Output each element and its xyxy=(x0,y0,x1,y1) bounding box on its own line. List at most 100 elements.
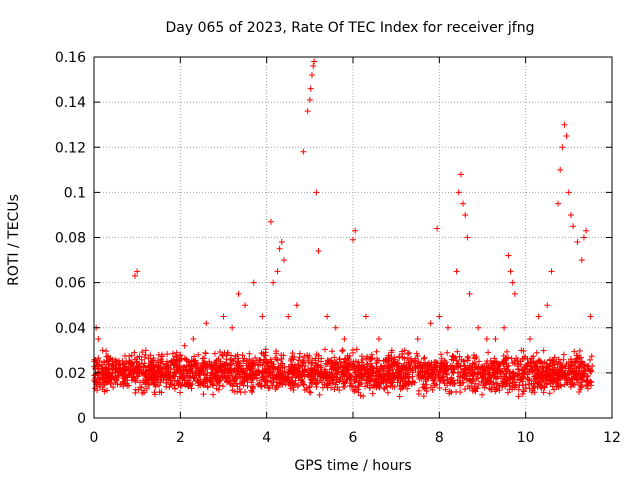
data-point xyxy=(234,359,241,366)
data-point xyxy=(138,360,145,367)
data-point xyxy=(101,359,108,366)
data-point xyxy=(501,373,508,380)
data-point xyxy=(174,357,181,364)
data-point xyxy=(151,370,158,377)
data-point xyxy=(540,389,547,396)
data-point xyxy=(455,189,462,196)
data-point xyxy=(112,356,119,363)
data-point xyxy=(103,348,110,355)
data-point xyxy=(145,355,152,362)
data-point xyxy=(219,383,226,390)
data-point xyxy=(484,358,491,365)
data-point xyxy=(507,268,514,275)
data-point xyxy=(401,374,408,381)
data-point xyxy=(461,366,468,373)
data-point xyxy=(453,363,460,370)
data-point xyxy=(588,353,595,360)
data-point xyxy=(130,365,137,372)
data-point xyxy=(203,320,210,327)
x-tick-label: 4 xyxy=(262,430,271,446)
data-point xyxy=(383,370,390,377)
data-point xyxy=(406,361,413,368)
data-point xyxy=(514,372,521,379)
data-point xyxy=(387,353,394,360)
data-point xyxy=(246,356,253,363)
data-point xyxy=(522,353,529,360)
data-point xyxy=(453,268,460,275)
data-point xyxy=(322,346,329,353)
data-point xyxy=(492,380,499,387)
data-point xyxy=(364,380,371,387)
data-point xyxy=(253,372,260,379)
data-point xyxy=(249,389,256,396)
data-point xyxy=(503,363,510,370)
data-point xyxy=(546,363,553,370)
data-point xyxy=(565,372,572,379)
data-point xyxy=(285,373,292,380)
data-point xyxy=(264,373,271,380)
data-point xyxy=(105,361,112,368)
data-point xyxy=(376,372,383,379)
data-point xyxy=(266,364,273,371)
data-point xyxy=(475,366,482,373)
data-point xyxy=(402,375,409,382)
data-point xyxy=(526,336,533,343)
data-point xyxy=(396,354,403,361)
data-point xyxy=(313,189,320,196)
data-point xyxy=(358,359,365,366)
data-point xyxy=(557,166,564,173)
data-point xyxy=(307,389,314,396)
data-point xyxy=(370,373,377,380)
data-point xyxy=(401,347,408,354)
data-point xyxy=(214,376,221,383)
data-point xyxy=(96,380,103,387)
data-point xyxy=(132,389,139,396)
data-point xyxy=(572,359,579,366)
data-point xyxy=(481,364,488,371)
data-point xyxy=(241,355,248,362)
data-point xyxy=(288,361,295,368)
data-point xyxy=(264,378,271,385)
data-point xyxy=(373,348,380,355)
data-point xyxy=(559,144,566,151)
data-point xyxy=(464,383,471,390)
data-point xyxy=(99,386,106,393)
data-point xyxy=(406,379,413,386)
data-point xyxy=(514,360,521,367)
data-point xyxy=(273,348,280,355)
data-point xyxy=(578,384,585,391)
data-point xyxy=(365,374,372,381)
data-point xyxy=(569,376,576,383)
data-point xyxy=(235,355,242,362)
data-point xyxy=(347,360,354,367)
data-point xyxy=(401,355,408,362)
data-point xyxy=(488,381,495,388)
data-point xyxy=(507,380,514,387)
data-point xyxy=(196,379,203,386)
data-point xyxy=(156,389,163,396)
data-point xyxy=(407,356,414,363)
data-point xyxy=(155,351,162,358)
data-point xyxy=(391,361,398,368)
data-point xyxy=(341,383,348,390)
data-point xyxy=(204,362,211,369)
data-point xyxy=(525,381,532,388)
data-point xyxy=(504,389,511,396)
data-point xyxy=(584,382,591,389)
data-point xyxy=(390,358,397,365)
data-point xyxy=(535,313,542,320)
data-point xyxy=(230,367,237,374)
data-point xyxy=(258,377,265,384)
data-point xyxy=(341,380,348,387)
data-point xyxy=(280,352,287,359)
data-point xyxy=(533,349,540,356)
data-point xyxy=(440,377,447,384)
x-tick-label: 8 xyxy=(435,430,444,446)
data-point xyxy=(460,200,467,207)
data-point xyxy=(282,376,289,383)
data-point xyxy=(109,360,116,367)
data-point xyxy=(132,272,139,279)
data-point xyxy=(443,371,450,378)
data-point xyxy=(125,382,132,389)
data-point xyxy=(304,108,311,115)
